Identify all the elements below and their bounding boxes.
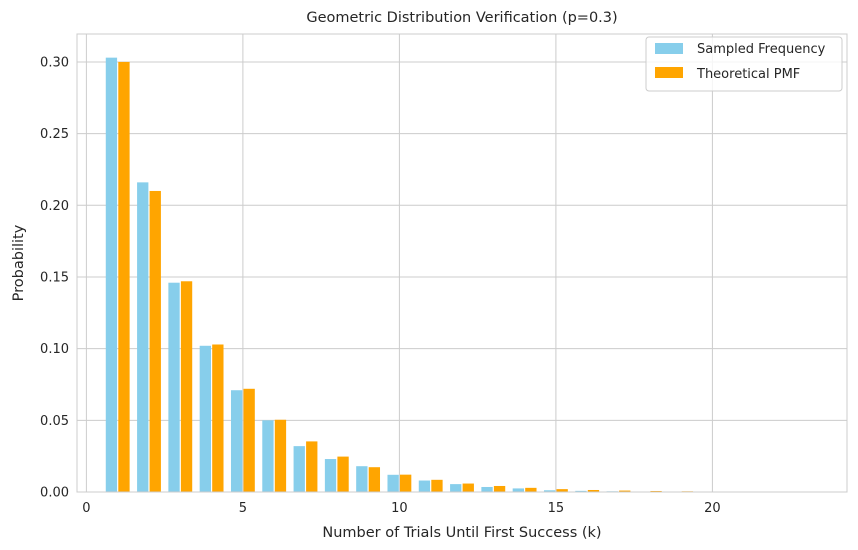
legend: Sampled Frequency Theoretical PMF <box>645 36 843 92</box>
bar-theoretical-pmf <box>650 490 662 492</box>
x-tick-label: 5 <box>239 501 247 516</box>
bar-sampled-frequency <box>199 345 211 492</box>
bar-theoretical-pmf <box>180 281 193 492</box>
legend-label-sampled: Sampled Frequency <box>697 42 826 57</box>
bar-sampled-frequency <box>543 490 556 492</box>
x-axis-label: Number of Trials Until First Success (k) <box>322 525 601 541</box>
bar-sampled-frequency <box>105 57 118 492</box>
legend-label-theoretical: Theoretical PMF <box>696 67 800 82</box>
bar-sampled-frequency <box>230 390 243 492</box>
y-axis-label: Probability <box>11 224 27 301</box>
bar-sampled-frequency <box>293 446 305 492</box>
bar-sampled-frequency <box>418 480 431 492</box>
bar-theoretical-pmf <box>462 483 474 492</box>
bar-theoretical-pmf <box>556 489 568 492</box>
x-ticks: 0 5 10 15 20 <box>82 501 720 516</box>
bar-sampled-frequency <box>324 459 337 492</box>
bar-theoretical-pmf <box>587 489 600 492</box>
bar-sampled-frequency <box>356 466 368 492</box>
bar-sampled-frequency <box>262 420 274 492</box>
bar-theoretical-pmf <box>619 490 631 492</box>
bar-theoretical-pmf <box>337 456 349 492</box>
y-ticks: 0.00 0.05 0.10 0.15 0.20 0.25 0.30 <box>40 55 69 500</box>
bar-theoretical-pmf <box>149 190 161 492</box>
bar-theoretical-pmf <box>212 344 224 492</box>
x-tick-label: 20 <box>704 501 721 516</box>
bar-theoretical-pmf <box>399 474 412 492</box>
bar-theoretical-pmf <box>274 419 287 492</box>
x-tick-label: 0 <box>82 501 90 516</box>
y-tick-label: 0.30 <box>40 55 69 70</box>
y-tick-label: 0.00 <box>40 486 69 501</box>
y-tick-label: 0.20 <box>40 199 69 214</box>
bar-sampled-frequency <box>481 486 493 492</box>
bar-theoretical-pmf <box>306 441 318 492</box>
x-tick-label: 15 <box>548 501 565 516</box>
bar-theoretical-pmf <box>368 467 381 492</box>
bar-theoretical-pmf <box>431 479 443 492</box>
bars <box>105 57 819 492</box>
bar-sampled-frequency <box>137 182 149 492</box>
grid-lines <box>77 34 847 493</box>
bar-sampled-frequency <box>387 474 399 492</box>
bar-sampled-frequency <box>168 282 180 492</box>
legend-box <box>645 36 843 92</box>
bar-theoretical-pmf <box>493 485 506 492</box>
y-tick-label: 0.10 <box>40 342 69 357</box>
chart-title: Geometric Distribution Verification (p=0… <box>306 10 617 26</box>
y-tick-label: 0.05 <box>40 414 69 429</box>
bar-theoretical-pmf <box>243 388 255 492</box>
bar-sampled-frequency <box>450 484 462 492</box>
bar-theoretical-pmf <box>118 61 130 492</box>
x-tick-label: 10 <box>391 501 408 516</box>
y-tick-label: 0.25 <box>40 127 69 142</box>
bar-sampled-frequency <box>512 488 525 492</box>
legend-swatch-sampled <box>655 43 683 54</box>
y-tick-label: 0.15 <box>40 270 69 285</box>
legend-swatch-theoretical <box>655 67 683 78</box>
plot-frame <box>76 33 848 493</box>
bar-theoretical-pmf <box>525 487 537 492</box>
bar-sampled-frequency <box>575 490 587 492</box>
